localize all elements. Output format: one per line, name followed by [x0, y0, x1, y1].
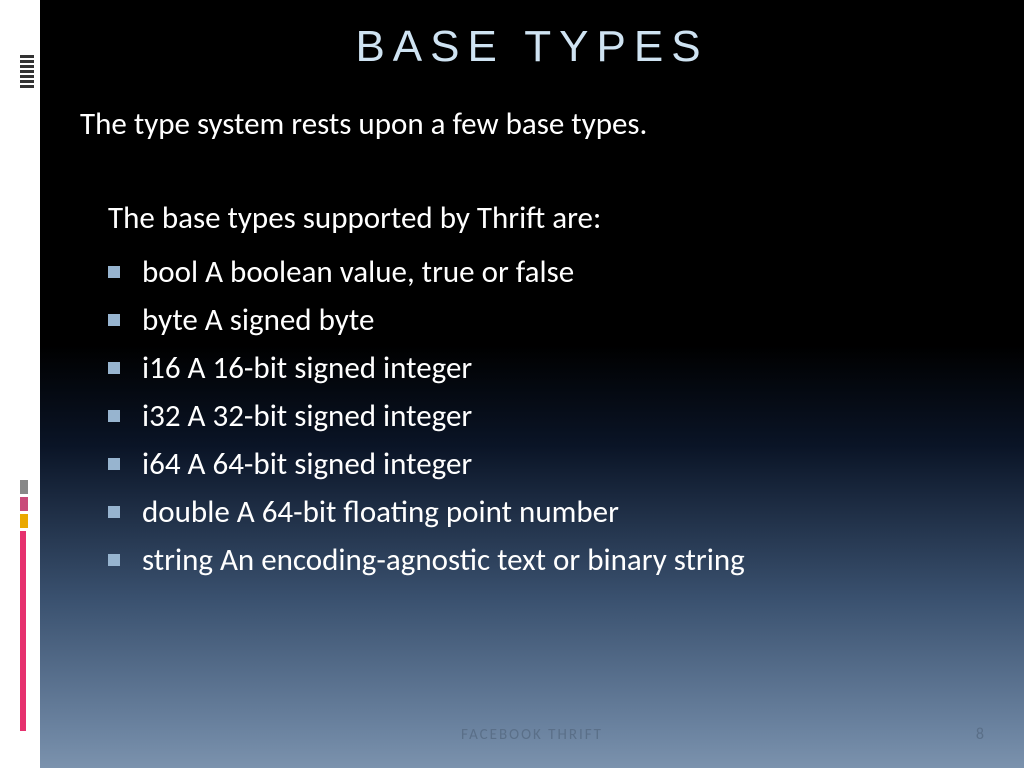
list-item: bool A boolean value, true or false — [108, 248, 984, 296]
list-item: i64 A 64-bit signed integer — [108, 440, 984, 488]
intro-text: The type system rests upon a few base ty… — [80, 100, 984, 148]
type-list: bool A boolean value, true or false byte… — [80, 248, 984, 584]
page-number: 8 — [976, 725, 984, 744]
slide-body: The type system rests upon a few base ty… — [80, 100, 984, 584]
list-item: double A 64-bit floating point number — [108, 488, 984, 536]
slide-wrapper: BASE TYPES The type system rests upon a … — [0, 0, 1024, 768]
list-item: byte A signed byte — [108, 296, 984, 344]
list-item: i16 A 16-bit signed integer — [108, 344, 984, 392]
list-item: i32 A 32-bit signed integer — [108, 392, 984, 440]
slide-title: BASE TYPES — [40, 22, 1024, 72]
accent-bar-pink — [20, 531, 26, 731]
left-decor-top — [20, 55, 34, 105]
slide: BASE TYPES The type system rests upon a … — [40, 0, 1024, 768]
subintro-text: The base types supported by Thrift are: — [80, 194, 984, 242]
accent-bar-mauve — [20, 497, 28, 511]
accent-bar-orange — [20, 514, 28, 528]
left-decor-accents — [20, 480, 28, 731]
accent-bar-gray — [20, 480, 28, 494]
footer-title: FACEBOOK THRIFT — [40, 726, 1024, 744]
list-item: string An encoding-agnostic text or bina… — [108, 536, 984, 584]
